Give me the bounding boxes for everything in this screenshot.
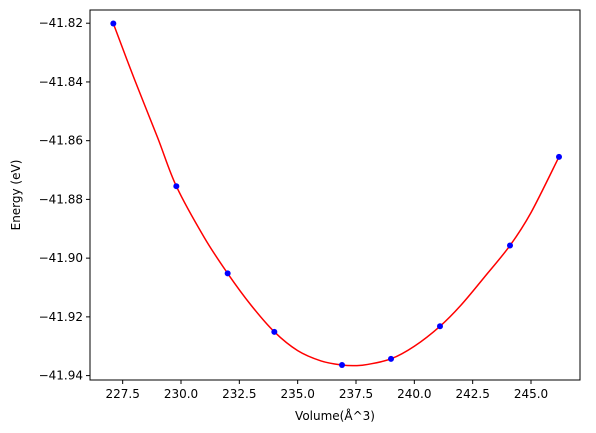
y-tick-label: −41.92 <box>39 310 83 324</box>
x-tick-label: 237.5 <box>339 387 373 401</box>
y-tick-label: −41.90 <box>39 251 83 265</box>
y-tick-label: −41.84 <box>39 75 83 89</box>
x-tick-label: 232.5 <box>222 387 256 401</box>
y-tick-label: −41.86 <box>39 134 83 148</box>
x-tick-label: 242.5 <box>455 387 489 401</box>
y-tick-label: −41.82 <box>39 16 83 30</box>
x-tick-label: 235.0 <box>280 387 314 401</box>
x-tick-label: 227.5 <box>105 387 139 401</box>
data-point <box>224 270 231 277</box>
y-axis-ticks: −41.82 −41.84 −41.86 −41.88 −41.90 −41.92 −41.… <box>39 16 90 383</box>
data-point <box>437 323 443 330</box>
data-point <box>271 328 278 335</box>
data-point <box>388 355 394 362</box>
x-axis-ticks: 227.5 230.0 232.5 235.0 237.5 240.0 242.5 245.0 <box>105 380 548 401</box>
data-point <box>339 362 345 369</box>
x-tick-label: 240.0 <box>397 387 431 401</box>
data-point <box>110 20 117 27</box>
data-point <box>556 153 562 160</box>
y-tick-label: −41.94 <box>39 369 83 383</box>
x-tick-label: 230.0 <box>164 387 198 401</box>
x-axis-label: Volume(Å^3) <box>295 408 375 423</box>
data-point <box>507 242 513 249</box>
fit-curve-line <box>112 23 560 367</box>
x-tick-label: 245.0 <box>514 387 548 401</box>
y-axis-label: Energy (eV) <box>9 160 23 231</box>
y-tick-label: −41.88 <box>39 192 83 206</box>
plot-layer <box>110 20 562 369</box>
data-point <box>173 183 180 190</box>
plot-frame <box>89 9 581 381</box>
